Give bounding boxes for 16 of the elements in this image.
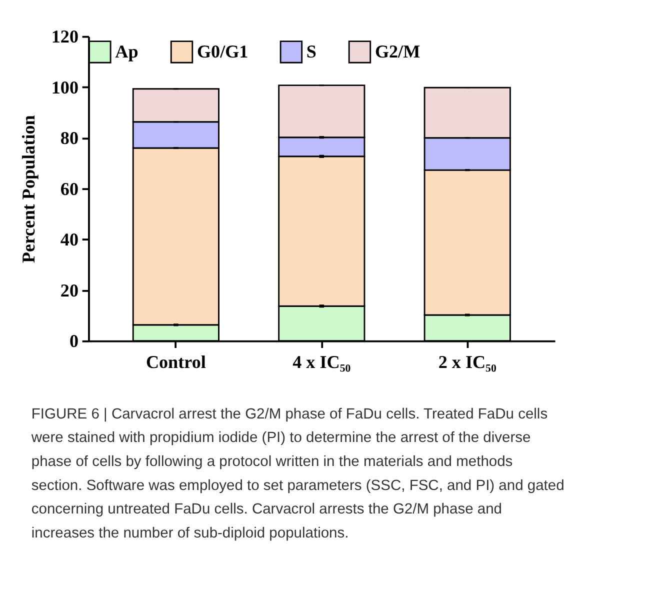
legend-label: Ap	[115, 42, 138, 62]
y-tick-label: 20	[60, 280, 79, 300]
y-tick-label: 40	[60, 230, 79, 250]
y-tick-label: 120	[51, 26, 79, 47]
legend-label: G2/M	[374, 42, 420, 62]
legend-label: S	[306, 42, 316, 62]
x-tick-label: Control	[146, 352, 206, 372]
y-axis-title: Percent Population	[18, 115, 38, 263]
x-tick-label: 4 x IC₅₀	[292, 352, 351, 372]
y-tick-label: 60	[60, 178, 79, 199]
legend-label: G0/G1	[196, 42, 248, 62]
y-tick-label: 0	[69, 331, 79, 352]
y-tick-label: 80	[60, 128, 79, 148]
x-tick-label: 2 x IC₅₀	[438, 352, 496, 372]
y-tick-label: 100	[51, 77, 79, 98]
caption: FIGURE 6 | Carvacrol arrest the G2/M phase of FaDu cells. Treated FaDu cells were stained with propidium iodide (PI) to determine the arrest of the diverse phase of cells by following a protocol written in the materials and methods section. Software was employed to set parameters (SSC, FSC, and PI) and gated concerning untreated FaDu cells. Carvacrol arrests the G2/M phase and increases the number of sub-diploid populations.	[30, 406, 564, 542]
